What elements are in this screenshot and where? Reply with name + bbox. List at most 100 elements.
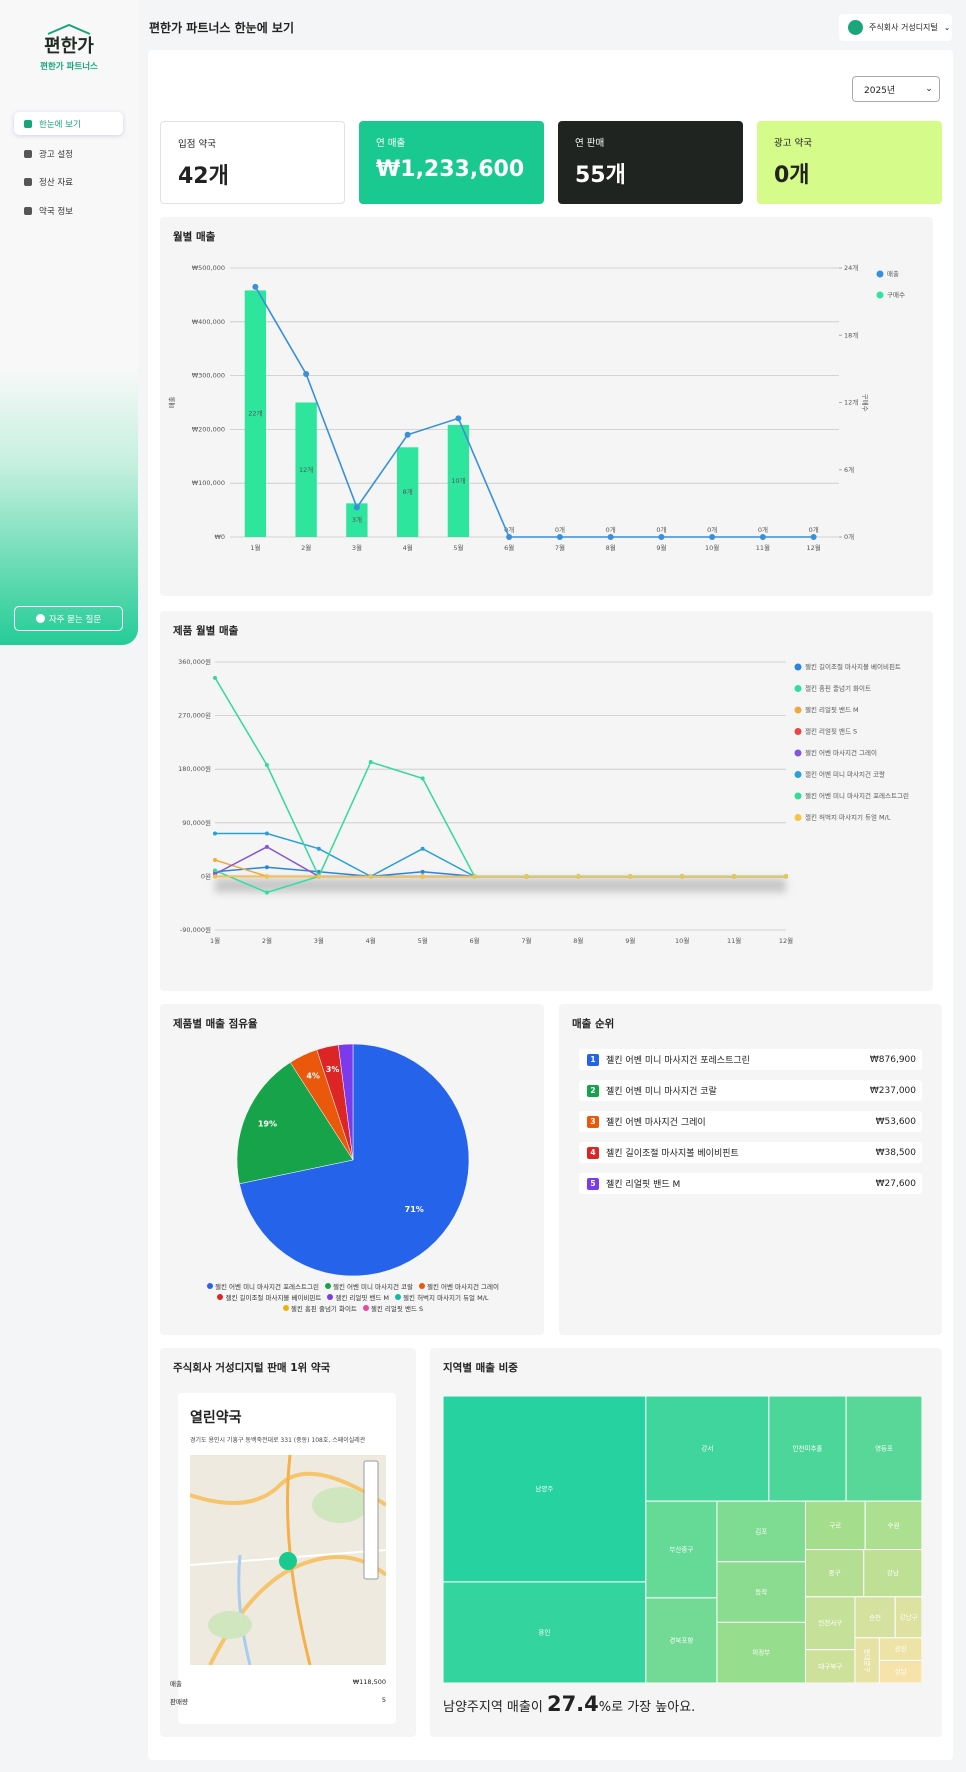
- y2-tick-label: 0개: [844, 532, 854, 541]
- stat-card: 입점 약국 42개: [160, 121, 345, 204]
- point: [607, 534, 614, 540]
- pie-panel: 제품별 매출 점유율 71% 19% 4% 3% 젤킨 어벤 미니 마사지건 포레스트그린…: [160, 1004, 544, 1335]
- logo-roof: [47, 23, 91, 35]
- point: [404, 431, 411, 438]
- year-select[interactable]: 2025년 ⌄: [852, 76, 940, 102]
- panel-title: 월별 매출: [173, 231, 216, 243]
- stat-card: 연 매출 ₩1,233,600: [359, 121, 544, 204]
- legend-swatch: [207, 1283, 214, 1289]
- year-text: 2025년: [864, 85, 896, 96]
- region-label: 수원: [888, 1520, 900, 1529]
- region-label: 동작: [755, 1587, 767, 1596]
- region-label: 남양주: [535, 1484, 553, 1493]
- region-label: 경북포항: [669, 1635, 693, 1644]
- slice-label: 3%: [326, 1065, 340, 1074]
- ranking-row: 5 젤킨 리얼핏 밴드 M ₩27,600: [579, 1173, 922, 1194]
- point: [316, 846, 321, 851]
- point: [810, 534, 817, 540]
- legend-label: 구매수: [887, 291, 905, 299]
- caption-value: 27.4: [546, 1692, 599, 1716]
- x-tick-label: 1월: [210, 936, 220, 945]
- map[interactable]: [190, 1455, 386, 1665]
- slice-label: 4%: [306, 1072, 320, 1081]
- x-tick-label: 2월: [301, 543, 311, 552]
- y2-tick-label: 6개: [844, 465, 854, 474]
- user-name: 주식회사 거성디지털: [869, 23, 938, 32]
- nav-item[interactable]: 약국 정보: [14, 199, 123, 222]
- slice-label: 19%: [258, 1120, 277, 1129]
- region: [864, 1500, 922, 1551]
- nav-item[interactable]: 한눈에 보기: [14, 112, 123, 135]
- point: [316, 874, 321, 879]
- point: [784, 874, 788, 879]
- user-menu[interactable]: 주식회사 거성디지털 ⌄: [839, 14, 952, 41]
- row-label: 매출: [170, 1680, 182, 1688]
- region: [716, 1500, 806, 1563]
- nav-icon: [24, 177, 32, 186]
- point: [420, 869, 425, 874]
- panel-title: 지역별 매출 비중: [443, 1362, 518, 1374]
- legend-label: 젤킨 길이조절 마사지볼 베이비핀트: [225, 1294, 322, 1302]
- sidebar: 편한가 편한가 파트너스 한눈에 보기 광고 설정 정산 자료 약국 정보 자주 묻는…: [0, 0, 138, 645]
- point: [264, 831, 269, 836]
- y2-axis-label: 구매수: [861, 394, 869, 412]
- region-label: 용인: [538, 1627, 550, 1636]
- nav-text: 정산 자료: [39, 177, 73, 188]
- y-tick-label: ₩500,000: [192, 264, 225, 272]
- rank-name: 젤킨 리얼핏 밴드 M: [606, 1180, 681, 1190]
- region-label: 중구: [829, 1569, 841, 1577]
- legend-label: 매출: [887, 269, 899, 278]
- panel-title: 매출 순위: [572, 1018, 615, 1030]
- nav-item[interactable]: 정산 자료: [14, 170, 123, 193]
- ranking-row: 3 젤킨 어벤 마사지건 그레이 ₩53,600: [579, 1111, 922, 1132]
- point: [420, 776, 425, 781]
- point: [420, 874, 425, 879]
- x-tick-label: 8월: [573, 936, 583, 945]
- point: [576, 874, 581, 879]
- region-label: 김포: [755, 1527, 767, 1535]
- bar: [295, 402, 317, 537]
- region-label: 대구북구: [818, 1662, 842, 1670]
- x-tick-label: 10월: [705, 543, 719, 552]
- line: [214, 677, 786, 879]
- ranking-row: 1 젤킨 어벤 미니 마사지건 포레스트그린 ₩876,900: [579, 1049, 922, 1070]
- legend-item: 젤킨 리얼핏 밴드 M: [327, 1294, 389, 1302]
- ranking-panel: 매출 순위 1 젤킨 어벤 미니 마사지건 포레스트그린 ₩876,900 2 젤킨 어벤…: [559, 1004, 942, 1335]
- legend-item: 젤킨 리얼핏 밴드 S: [362, 1305, 423, 1313]
- point: [213, 675, 217, 680]
- chart: ₩0 ₩100,000 ₩200,000 ₩300,000 ₩400,000 ₩500,0…: [167, 263, 905, 552]
- nav-item[interactable]: 광고 설정: [14, 142, 123, 165]
- rank-name: 젤킨 어벤 미니 마사지건 코랄: [606, 1087, 717, 1097]
- zoom-control[interactable]: [363, 1460, 379, 1580]
- y-axis-label: 매출: [167, 397, 176, 409]
- bar-label: 0개: [758, 525, 768, 534]
- rank-amount: ₩38,500: [875, 1147, 916, 1158]
- point: [524, 874, 529, 879]
- bar-label: 8개: [403, 487, 413, 496]
- point: [368, 874, 373, 879]
- bar-label: 22개: [248, 409, 262, 418]
- region: [863, 1549, 922, 1598]
- faq-button[interactable]: 자주 묻는 질문: [14, 606, 123, 631]
- point: [264, 874, 269, 879]
- faq-text: 자주 묻는 질문: [48, 614, 102, 625]
- legend-label: 젤킨 리얼핏 밴드 M: [805, 705, 859, 714]
- point: [732, 874, 737, 879]
- chart: 71% 19% 4% 3%: [236, 1043, 470, 1277]
- pharmacy-address: 경기도 용인시 기흥구 동백죽전대로 331 (중동) 108호, 스페이실레관: [190, 1437, 366, 1444]
- y-tick-label: ₩300,000: [192, 372, 225, 380]
- x-tick-label: 11월: [756, 543, 770, 552]
- legend-label: 젤킨 홈핀 줄넘기 화이트: [290, 1305, 357, 1313]
- legend-swatch: [794, 792, 802, 800]
- legend-swatch: [419, 1283, 425, 1289]
- region-label: 강서: [701, 1444, 713, 1453]
- bar-label: 0개: [555, 525, 565, 534]
- point: [709, 534, 716, 540]
- chevron: ⌄: [925, 84, 933, 94]
- x-tick-label: 5월: [418, 936, 428, 945]
- map-road: [190, 1471, 386, 1507]
- pie-slice: [236, 1062, 354, 1185]
- point: [264, 890, 269, 895]
- y-tick-label: ₩100,000: [192, 479, 225, 487]
- point: [472, 874, 477, 879]
